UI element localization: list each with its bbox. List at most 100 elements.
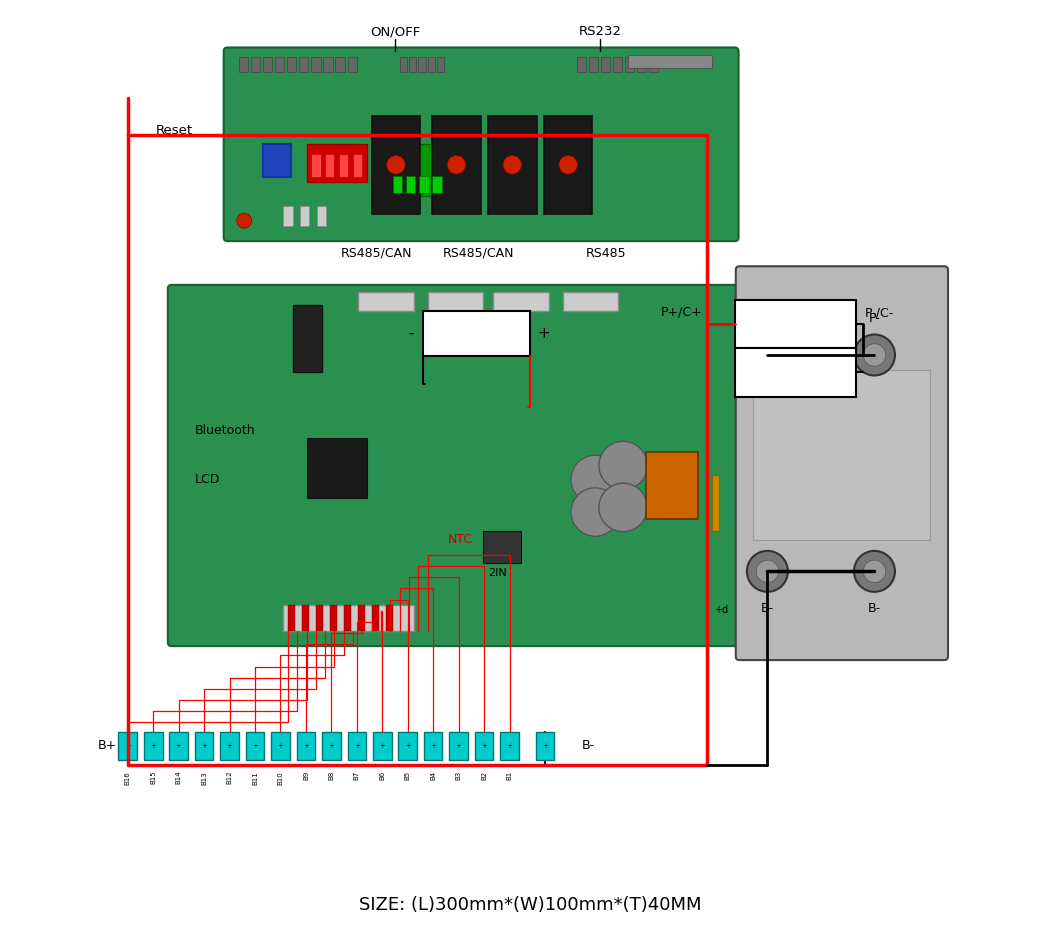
Text: +d: +d: [713, 605, 728, 614]
Bar: [119, 732, 137, 760]
Text: B15: B15: [151, 771, 156, 785]
Bar: [238, 57, 248, 72]
Text: B6: B6: [379, 771, 385, 780]
Bar: [263, 144, 290, 177]
FancyBboxPatch shape: [224, 47, 739, 241]
Bar: [339, 154, 349, 177]
Text: B16: B16: [125, 771, 130, 785]
Bar: [306, 438, 367, 498]
Bar: [358, 605, 366, 631]
Circle shape: [854, 334, 895, 375]
Bar: [577, 57, 586, 72]
Bar: [563, 292, 618, 311]
Bar: [437, 57, 444, 72]
Bar: [544, 116, 593, 214]
Text: P-: P-: [761, 312, 774, 325]
Bar: [735, 300, 855, 348]
Bar: [647, 452, 697, 519]
Bar: [170, 732, 188, 760]
Bar: [588, 57, 598, 72]
Bar: [288, 605, 296, 631]
Bar: [312, 57, 320, 72]
Text: P+/C+: P+/C+: [660, 305, 702, 318]
Bar: [400, 57, 407, 72]
Circle shape: [863, 560, 886, 583]
Text: RS485/CAN: RS485/CAN: [340, 247, 412, 260]
Bar: [649, 57, 658, 72]
Text: B8: B8: [329, 771, 334, 780]
Bar: [493, 292, 549, 311]
Bar: [423, 311, 530, 356]
Text: Bluetooth: Bluetooth: [195, 424, 255, 437]
Text: ON/OFF: ON/OFF: [370, 25, 420, 38]
Text: +: +: [379, 743, 385, 749]
Circle shape: [854, 551, 895, 592]
Text: B2: B2: [481, 771, 488, 780]
Bar: [390, 144, 446, 196]
Bar: [372, 605, 379, 631]
Circle shape: [504, 155, 522, 174]
Bar: [325, 154, 335, 177]
Circle shape: [599, 483, 648, 532]
Circle shape: [571, 455, 619, 504]
Bar: [293, 305, 322, 372]
Text: +: +: [456, 743, 461, 749]
Text: +: +: [507, 743, 512, 749]
Circle shape: [599, 441, 648, 490]
Text: +: +: [405, 743, 410, 749]
Text: LCD: LCD: [195, 473, 220, 486]
Text: Heater: Heater: [450, 326, 502, 341]
Text: B11: B11: [252, 771, 258, 785]
Text: +: +: [176, 743, 181, 749]
Bar: [348, 57, 357, 72]
Text: +: +: [252, 743, 258, 749]
Bar: [535, 732, 554, 760]
Bar: [263, 57, 272, 72]
Bar: [424, 732, 442, 760]
Text: B5: B5: [405, 771, 410, 780]
Text: +: +: [278, 743, 283, 749]
Bar: [406, 176, 416, 193]
Bar: [386, 605, 393, 631]
Text: +: +: [537, 326, 550, 341]
Bar: [144, 732, 162, 760]
Bar: [419, 176, 428, 193]
Text: B+: B+: [98, 739, 117, 752]
Bar: [283, 605, 413, 631]
Bar: [432, 116, 480, 214]
Circle shape: [747, 334, 788, 375]
Circle shape: [756, 344, 779, 366]
Text: B1: B1: [507, 771, 513, 780]
Text: 2IN: 2IN: [488, 568, 507, 577]
Circle shape: [756, 560, 779, 583]
Text: +: +: [151, 743, 156, 749]
Bar: [312, 154, 320, 177]
Bar: [754, 371, 931, 540]
Text: B-: B-: [868, 602, 881, 615]
Bar: [316, 605, 323, 631]
Text: RS485/CAN: RS485/CAN: [443, 247, 514, 260]
Text: +: +: [303, 743, 308, 749]
Bar: [637, 57, 647, 72]
Bar: [299, 57, 308, 72]
Bar: [335, 57, 344, 72]
Bar: [275, 57, 284, 72]
Text: RS232: RS232: [579, 25, 621, 38]
Text: B3: B3: [456, 771, 461, 780]
Circle shape: [447, 155, 465, 174]
Bar: [427, 57, 435, 72]
Text: SIZE: (L)300mm*(W)100mm*(T)40MM: SIZE: (L)300mm*(W)100mm*(T)40MM: [358, 896, 702, 914]
Bar: [625, 57, 634, 72]
Text: B10: B10: [278, 771, 283, 785]
Circle shape: [236, 213, 251, 228]
Circle shape: [747, 551, 788, 592]
Bar: [483, 531, 520, 563]
Bar: [300, 206, 310, 226]
Text: P-/C-: P-/C-: [865, 306, 895, 319]
Bar: [251, 57, 260, 72]
Bar: [317, 206, 326, 226]
Bar: [297, 732, 315, 760]
Bar: [399, 732, 417, 760]
Text: +: +: [542, 743, 548, 749]
Circle shape: [387, 155, 405, 174]
